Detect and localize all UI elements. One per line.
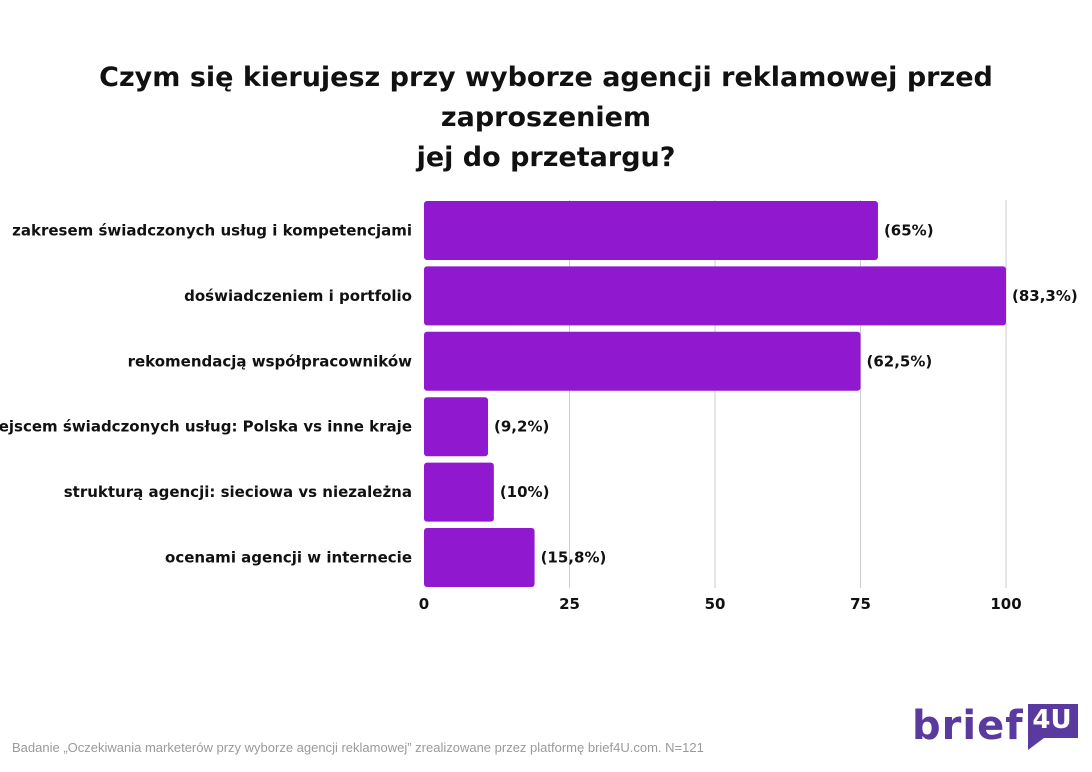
value-label: (62,5%) (867, 352, 933, 370)
value-label: (10%) (500, 483, 550, 501)
category-label: strukturą agencji: sieciowa vs niezależn… (64, 483, 412, 501)
bar (424, 201, 878, 260)
category-label: doświadczeniem i portfolio (184, 287, 412, 305)
logo-wordmark: brief (912, 703, 1024, 749)
bars (424, 201, 1006, 587)
x-tick-label: 75 (850, 595, 871, 613)
bar (424, 462, 494, 522)
value-label: (9,2%) (494, 418, 549, 436)
footnote: Badanie „Oczekiwania marketerów przy wyb… (12, 740, 704, 755)
category-label: rekomendacją współpracowników (128, 352, 413, 370)
gridlines (569, 200, 1007, 588)
category-label: miejscem świadczonych usług: Polska vs i… (0, 418, 412, 436)
brief4u-logo: brief 4U (912, 700, 1082, 756)
logo-badge-text: 4U (1032, 705, 1072, 735)
x-axis-ticks: 0 25 50 75 100 (419, 595, 1022, 613)
value-label: (83,3%) (1012, 287, 1078, 305)
value-label: (15,8%) (541, 549, 607, 567)
chart-title-line-2: jej do przetargu? (416, 142, 676, 173)
bar (424, 528, 535, 587)
x-tick-label: 0 (419, 595, 429, 613)
category-label: ocenami agencji w internecie (165, 549, 412, 567)
value-labels: (65%) (83,3%) (62,5%) (9,2%) (10%) (15,8%) (494, 222, 1078, 567)
category-labels: zakresem świadczonych usług i kompetencj… (0, 222, 412, 567)
chart-title: Czym się kierujesz przy wyborze agencji … (0, 58, 1092, 178)
chart-title-line-1: Czym się kierujesz przy wyborze agencji … (99, 62, 993, 133)
x-tick-label: 25 (559, 595, 580, 613)
logo-badge-icon (1028, 704, 1078, 750)
bar (424, 397, 489, 457)
bar (424, 266, 1006, 326)
x-tick-label: 100 (990, 595, 1021, 613)
x-tick-label: 50 (705, 595, 726, 613)
category-label: zakresem świadczonych usług i kompetencj… (12, 222, 412, 240)
bar (424, 331, 861, 391)
value-label: (65%) (884, 222, 934, 240)
bar-chart: zakresem świadczonych usług i kompetencj… (0, 200, 1078, 613)
